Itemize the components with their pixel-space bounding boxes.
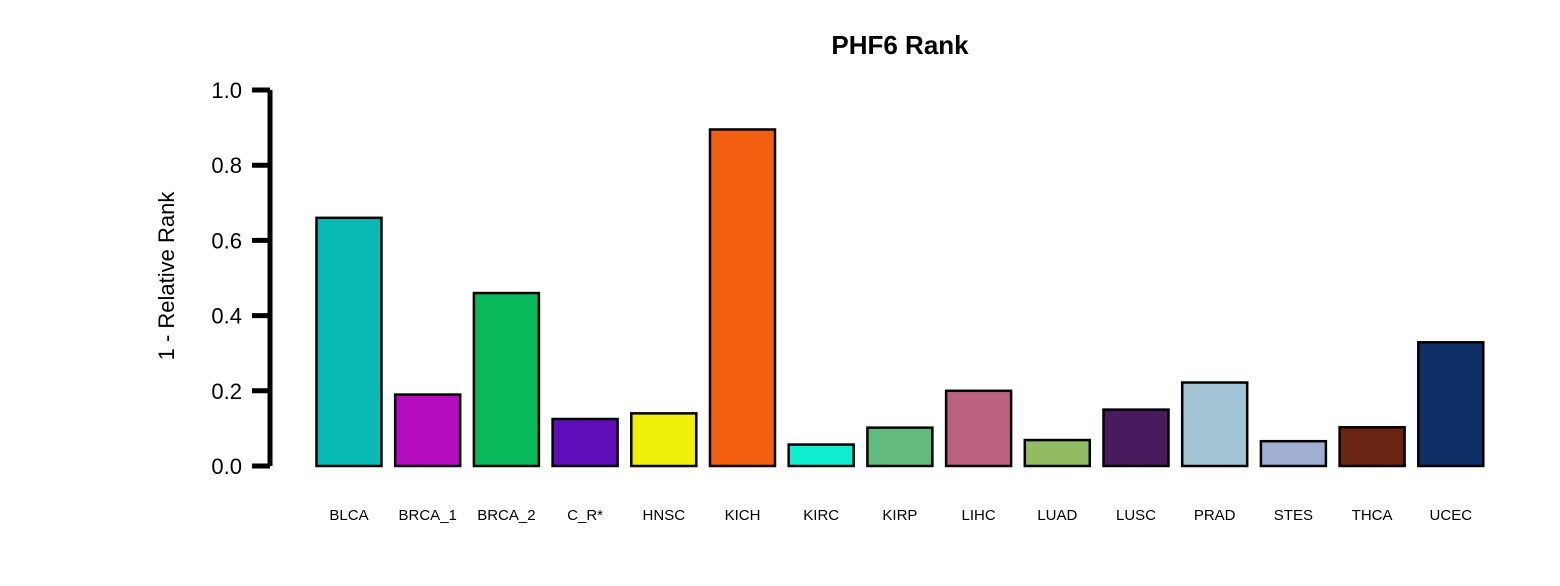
y-tick-label: 0.0 (211, 454, 242, 479)
x-tick-label: BLCA (329, 507, 368, 524)
chart-title: PHF6 Rank (831, 30, 969, 60)
y-tick-label: 0.2 (211, 379, 242, 404)
x-tick-label: BRCA_1 (399, 507, 457, 524)
y-tick-label: 1.0 (211, 78, 242, 103)
x-tick-label: LUSC (1116, 507, 1156, 524)
x-tick-label: STES (1274, 507, 1313, 524)
bar-kirp (866, 426, 934, 468)
x-tick-label: KIRP (882, 507, 917, 524)
bar-brca-1 (393, 393, 462, 468)
bar-lusc (1102, 408, 1170, 468)
y-tick-label: 0.4 (211, 304, 242, 329)
x-tick-label: UCEC (1430, 507, 1473, 524)
y-axis-label: 1 - Relative Rank (154, 191, 179, 361)
bar-lihc (944, 389, 1013, 468)
y-axis: 0.0 0.2 0.4 0.6 0.8 1.0 (211, 78, 273, 479)
x-tick-label: KICH (725, 507, 761, 524)
x-tick-label: LIHC (962, 507, 996, 524)
bar-ucec (1417, 341, 1485, 468)
y-tick-label: 0.6 (211, 228, 242, 253)
bar-kich (708, 128, 777, 468)
x-tick-label: BRCA_2 (477, 507, 535, 524)
bar-prad (1180, 381, 1249, 468)
bar-brca-2 (472, 291, 541, 468)
x-tick-label: C_R* (567, 507, 603, 524)
bar-kirc (787, 443, 855, 468)
bar-hnsc (630, 412, 698, 468)
x-tick-label: LUAD (1037, 507, 1077, 524)
bar-thca (1338, 426, 1406, 468)
x-tick-label: KIRC (803, 507, 839, 524)
x-tick-labels: BLCA BRCA_1 BRCA_2 C_R* HNSC KICH KIRC KIRP LIHC… (329, 507, 1472, 524)
y-tick-label: 0.8 (211, 153, 242, 178)
x-tick-label: THCA (1352, 507, 1393, 524)
bar-c-r (551, 417, 619, 468)
x-tick-label: HNSC (643, 507, 686, 524)
bar-stes (1259, 439, 1328, 468)
bar-blca (315, 216, 383, 468)
bars-group (315, 128, 1485, 468)
bar-luad (1023, 438, 1092, 468)
x-tick-label: PRAD (1194, 507, 1236, 524)
